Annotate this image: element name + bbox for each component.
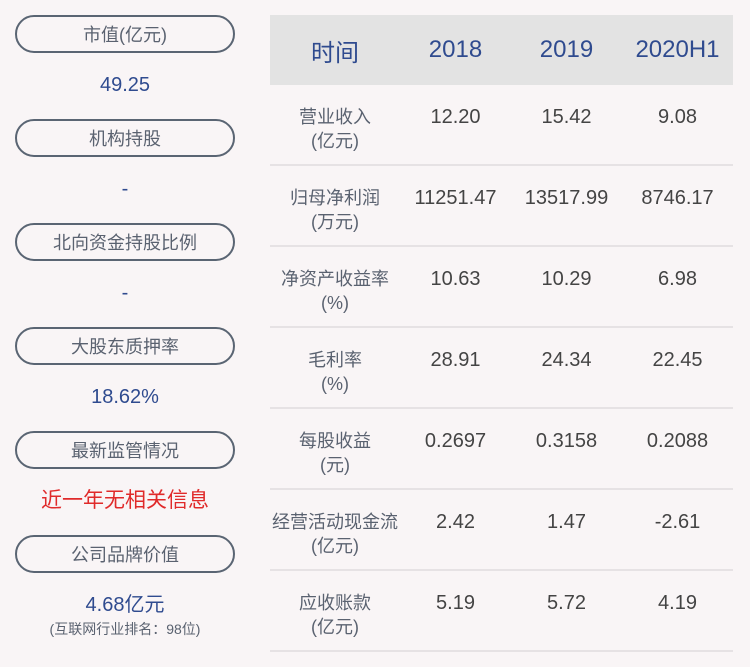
stat-value: 18.62%: [91, 386, 159, 408]
table-row: 每股收益 (元) 0.2697 0.3158 0.2088: [270, 409, 733, 490]
cell-value: -2.61: [654, 511, 701, 533]
cell-value: 4.19: [658, 592, 697, 614]
cell-value: 24.34: [541, 349, 592, 371]
cell-value: 1.47: [547, 511, 586, 533]
industry-rank-note: (互联网行业排名：98位): [49, 621, 201, 637]
table-row: 归母净利润 (万元) 11251.47 13517.99 8746.17: [270, 166, 733, 247]
row-label: 毛利率 (%): [270, 348, 400, 396]
stat-label-pill: 公司品牌价值: [15, 535, 235, 573]
stat-brand-value: 公司品牌价值 4.68亿元 (互联网行业排名：98位): [15, 535, 235, 639]
column-header-period: 时间: [311, 39, 359, 67]
metric-name: 归母净利润: [290, 188, 380, 208]
metric-name: 经营活动现金流: [272, 512, 398, 532]
stat-label-pill: 最新监管情况: [15, 431, 235, 469]
row-label: 营业收入 (亿元): [270, 105, 400, 153]
row-label: 归母净利润 (万元): [270, 186, 400, 234]
metric-name: 每股收益: [299, 431, 371, 451]
cell-value: 11251.47: [414, 187, 497, 209]
stat-market-cap: 市值(亿元) 49.25: [15, 15, 235, 119]
cell-value: 0.3158: [535, 430, 598, 452]
metric-name: 毛利率: [308, 350, 362, 370]
cell-value: 8746.17: [641, 187, 714, 209]
stat-pledge-ratio: 大股东质押率 18.62%: [15, 327, 235, 431]
metric-name: 净资产收益率: [281, 269, 389, 289]
stat-value: -: [121, 282, 129, 304]
cell-value: 2.42: [436, 511, 475, 533]
cell-value: 5.19: [436, 592, 475, 614]
cell-value: 0.2088: [646, 430, 709, 452]
row-label: 经营活动现金流 (亿元): [270, 510, 400, 558]
table-row: 净资产收益率 (%) 10.63 10.29 6.98: [270, 247, 733, 328]
table-header: 时间 2018 2019 2020H1: [270, 15, 733, 85]
row-label: 每股收益 (元): [270, 429, 400, 477]
table-row: 毛利率 (%) 28.91 24.34 22.45: [270, 328, 733, 409]
table-row: 应收账款 (亿元) 5.19 5.72 4.19: [270, 571, 733, 652]
metric-unit: (亿元): [311, 536, 359, 556]
metric-unit: (元): [320, 455, 350, 475]
table-row: 经营活动现金流 (亿元) 2.42 1.47 -2.61: [270, 490, 733, 571]
metric-unit: (亿元): [311, 617, 359, 637]
stat-value: -: [121, 178, 129, 200]
table-row: 营业收入 (亿元) 12.20 15.42 9.08: [270, 85, 733, 166]
row-label: 应收账款 (亿元): [270, 591, 400, 639]
column-header-2019: 2019: [539, 36, 594, 63]
cell-value: 10.63: [430, 268, 481, 290]
cell-value: 0.2697: [424, 430, 487, 452]
column-header-2020h1: 2020H1: [635, 36, 720, 63]
stat-northbound-ratio: 北向资金持股比例 -: [15, 223, 235, 327]
stat-label-pill: 大股东质押率: [15, 327, 235, 365]
cell-value: 13517.99: [524, 187, 609, 209]
stat-value-alert: 近一年无相关信息: [41, 489, 209, 512]
stat-label-pill: 市值(亿元): [15, 15, 235, 53]
row-label: 净资产收益率 (%): [270, 267, 400, 315]
cell-value: 15.42: [541, 106, 592, 128]
metric-unit: (%): [321, 293, 349, 313]
metric-unit: (万元): [311, 212, 359, 232]
stat-regulatory-status: 最新监管情况 近一年无相关信息: [15, 431, 235, 535]
stat-label-pill: 机构持股: [15, 119, 235, 157]
metric-unit: (%): [321, 374, 349, 394]
column-header-2018: 2018: [428, 36, 483, 63]
metric-unit: (亿元): [311, 131, 359, 151]
cell-value: 9.08: [658, 106, 697, 128]
cell-value: 22.45: [652, 349, 703, 371]
stat-value: 49.25: [99, 74, 151, 96]
cell-value: 28.91: [430, 349, 481, 371]
metric-name: 应收账款: [299, 593, 371, 613]
cell-value: 5.72: [547, 592, 586, 614]
cell-value: 12.20: [430, 106, 481, 128]
stat-label-pill: 北向资金持股比例: [15, 223, 235, 261]
financial-table: 时间 2018 2019 2020H1 营业收入 (亿元) 12.20 15.4…: [270, 15, 733, 652]
metric-name: 营业收入: [299, 107, 371, 127]
stat-institutional-holdings: 机构持股 -: [15, 119, 235, 223]
cell-value: 10.29: [541, 268, 592, 290]
key-stats-panel: 市值(亿元) 49.25 机构持股 - 北向资金持股比例 - 大股东质押率 18…: [15, 15, 235, 639]
cell-value: 6.98: [658, 268, 697, 290]
stat-value: 4.68亿元: [85, 594, 165, 616]
